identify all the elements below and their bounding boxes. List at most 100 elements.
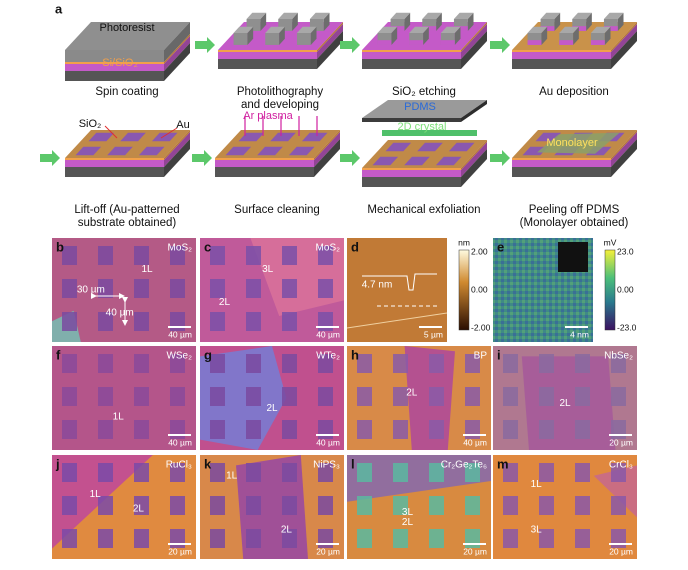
material-label: CrCl₃ — [609, 460, 633, 471]
au-pad — [611, 354, 626, 373]
slab-side — [461, 22, 487, 52]
material-label: Cr₂Ge₂Te₆ — [441, 460, 487, 471]
slab-side — [314, 139, 340, 177]
panel-label: j — [55, 456, 60, 471]
pillar-top — [377, 26, 398, 33]
au-pad — [503, 529, 518, 548]
slab-front — [215, 158, 314, 160]
au-pad — [246, 354, 261, 373]
au-pad — [465, 420, 480, 439]
au-pad — [539, 354, 554, 373]
pillar-base — [440, 40, 455, 45]
au-pad — [246, 387, 261, 406]
au-pad — [98, 420, 113, 439]
slab-side — [164, 22, 190, 62]
au-pad — [134, 387, 149, 406]
au-pad — [62, 496, 77, 515]
step-caption: substrate obtained) — [78, 217, 177, 229]
slab-side — [611, 31, 637, 69]
edge — [346, 312, 448, 329]
annotation: 2L — [281, 525, 293, 536]
step-label: PDMS — [404, 101, 436, 113]
slab-front — [512, 52, 611, 59]
pillar-base — [527, 40, 542, 45]
au-pad — [210, 354, 225, 373]
au-pad — [98, 312, 113, 331]
material-label: WTe₂ — [316, 351, 340, 362]
au-pad — [282, 463, 297, 482]
au-pad — [465, 496, 480, 515]
au-pad — [134, 354, 149, 373]
au-pad — [170, 496, 185, 515]
material-label: NiPS₃ — [313, 460, 340, 471]
pattern-pad — [225, 146, 252, 156]
annotation: 3L — [531, 525, 543, 536]
panel-label: h — [351, 347, 359, 362]
au-pad — [98, 387, 113, 406]
colorbar-tick: -23.0 — [617, 322, 637, 332]
au-pad — [210, 246, 225, 265]
pillar-top — [590, 26, 611, 33]
slab-front — [512, 158, 611, 160]
pattern-pad — [448, 142, 475, 152]
au-pad — [170, 354, 185, 373]
pillar-top — [390, 12, 411, 19]
au-pad — [282, 496, 297, 515]
au-pad — [282, 387, 297, 406]
au-pad — [134, 529, 149, 548]
au-pad — [134, 246, 149, 265]
au-pad — [170, 529, 185, 548]
au-pad — [170, 312, 185, 331]
au-pad — [429, 463, 444, 482]
pillar-front — [233, 32, 248, 45]
annotation: 2L — [402, 517, 414, 528]
slab-front — [65, 50, 164, 62]
step-caption: and developing — [241, 99, 319, 111]
au-pad — [357, 496, 372, 515]
au-pad — [393, 420, 408, 439]
panel-label: k — [204, 456, 212, 471]
pillar-side — [391, 26, 398, 45]
slab-side — [461, 24, 487, 59]
au-pad — [282, 420, 297, 439]
step-label: Monolayer — [546, 137, 598, 149]
au-pad — [62, 246, 77, 265]
step-caption: Surface cleaning — [234, 204, 320, 216]
annotation: 4.7 nm — [362, 279, 393, 290]
annotation: 1L — [141, 264, 153, 275]
pillar-side — [323, 12, 330, 31]
pattern-pad — [270, 132, 296, 142]
annotation: 1L — [113, 411, 125, 422]
colorbar-tick: 2.00 — [471, 246, 488, 256]
colorbar — [458, 249, 470, 331]
au-pad — [170, 246, 185, 265]
slab-side — [611, 132, 637, 167]
au-pad — [170, 463, 185, 482]
au-pad — [318, 529, 333, 548]
slab-side — [164, 130, 190, 160]
au-pad — [539, 463, 554, 482]
slab-side — [461, 142, 487, 177]
au-pad — [611, 496, 626, 515]
au-pad — [170, 420, 185, 439]
au-pad — [429, 420, 444, 439]
process-arrow — [340, 37, 360, 53]
au-pad — [210, 529, 225, 548]
scale-label: 4 nm — [570, 329, 589, 339]
pillar-top — [265, 26, 285, 33]
annotation: 40 µm — [106, 308, 134, 319]
annotation: 1L — [531, 479, 543, 490]
pillar-side — [404, 12, 411, 31]
slab-front — [512, 160, 611, 167]
scale-label: 20 µm — [316, 546, 340, 556]
scale-label: 20 µm — [463, 546, 487, 556]
pillar-top — [527, 26, 548, 33]
pillar-front — [296, 32, 311, 45]
step-caption: Au deposition — [539, 86, 609, 98]
au-pad — [393, 387, 408, 406]
step-label: Au — [176, 119, 189, 131]
au-pad — [429, 354, 444, 373]
scale-label: 40 µm — [168, 437, 192, 447]
colorbar-tick: 0.00 — [617, 284, 634, 294]
